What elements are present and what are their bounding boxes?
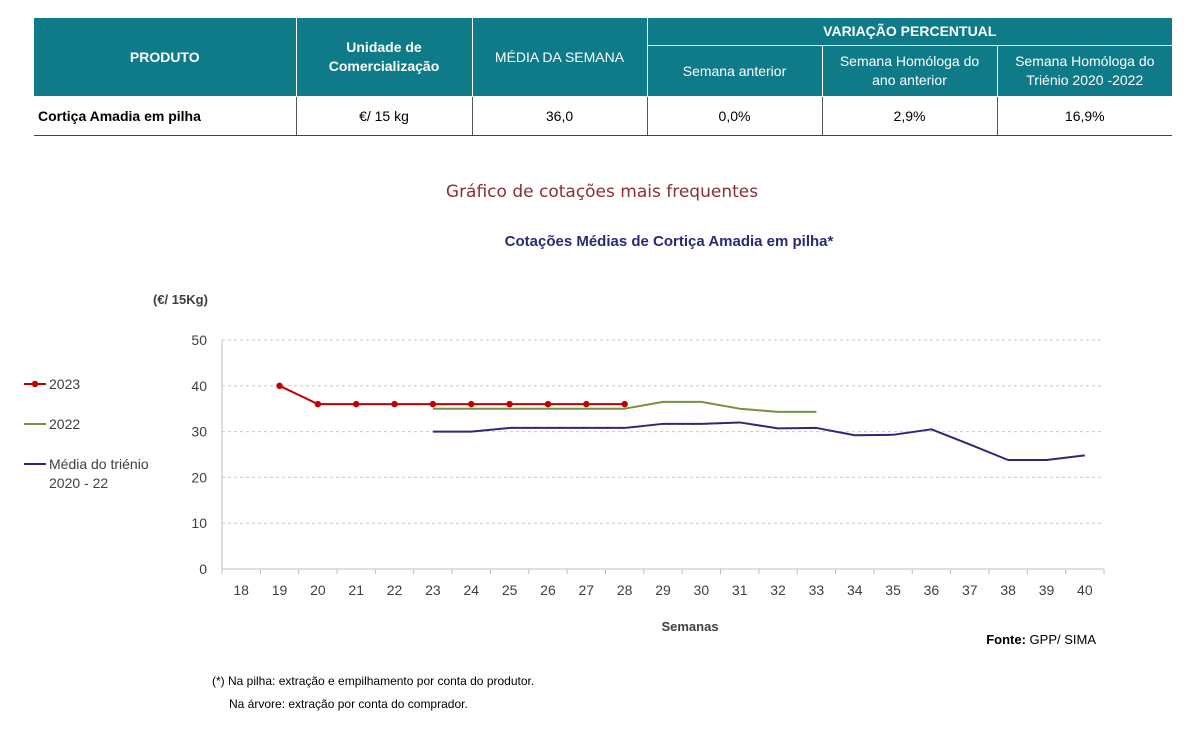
y-axis-title: (€/ 15Kg) — [153, 292, 208, 307]
x-tick-label: 27 — [579, 582, 595, 598]
x-tick-label: 24 — [463, 582, 479, 598]
y-tick-label: 40 — [191, 378, 207, 394]
data-point — [621, 400, 628, 408]
series-2022-line — [432, 400, 817, 413]
y-tick-label: 50 — [191, 332, 207, 348]
x-tick-label: 23 — [425, 582, 441, 598]
x-tick-label: 28 — [617, 582, 633, 598]
cell-produto: Cortiça Amadia em pilha — [34, 96, 297, 136]
x-tick-label: 37 — [962, 582, 978, 598]
data-point — [468, 400, 475, 408]
header-semana-anterior: Semana anterior — [647, 45, 823, 97]
x-tick-label: 40 — [1077, 582, 1093, 598]
legend-label: 2023 — [49, 376, 80, 392]
table-row: Cortiça Amadia em pilha €/ 15 kg 36,0 0,… — [34, 96, 1173, 136]
data-point — [583, 400, 590, 408]
section-title: Gráfico de cotações mais frequentes — [445, 182, 759, 202]
x-tick-label: 26 — [540, 582, 556, 598]
header-homologa-ano: Semana Homóloga do ano anterior — [822, 45, 998, 97]
x-tick-label: 38 — [1000, 582, 1016, 598]
x-tick-label: 30 — [694, 582, 710, 598]
cell-homologa-trienio: 16,9% — [997, 96, 1173, 136]
source-note: Fonte: GPP/ SIMA — [986, 632, 1096, 647]
x-tick-label: 32 — [770, 582, 786, 598]
series-2023-line — [279, 384, 625, 406]
header-unidade: Unidade de Comercialização — [296, 18, 473, 97]
data-point — [506, 400, 513, 408]
series-media-trienio-line — [432, 421, 1085, 461]
data-point — [276, 382, 283, 389]
x-tick-label: 39 — [1039, 582, 1055, 598]
x-tick-label: 21 — [348, 582, 364, 598]
data-point — [353, 400, 360, 408]
x-tick-label: 36 — [924, 582, 940, 598]
x-tick-label: 20 — [310, 582, 326, 598]
header-homologa-trienio: Semana Homóloga do Triénio 2020 -2022 — [997, 45, 1173, 97]
x-tick-label: 35 — [885, 582, 901, 598]
x-tick-label: 33 — [809, 582, 825, 598]
data-point — [544, 400, 552, 408]
legend-marker — [31, 380, 39, 388]
y-tick-label: 20 — [191, 469, 207, 485]
footnote-2: Na árvore: extração por conta do comprad… — [229, 697, 468, 711]
x-tick-label: 18 — [233, 582, 249, 598]
cell-media: 36,0 — [472, 96, 648, 136]
price-table: PRODUTO Unidade de Comercialização MÉDIA… — [34, 18, 1173, 136]
legend-label: Média do triénio 2020 - 22 — [49, 456, 149, 491]
x-tick-label: 25 — [502, 582, 518, 598]
x-tick-label: 31 — [732, 582, 748, 598]
cell-semana-anterior: 0,0% — [647, 96, 823, 136]
y-tick-label: 10 — [191, 515, 207, 531]
footnote-1: (*) Na pilha: extração e empilhamento po… — [212, 674, 535, 688]
x-tick-label: 22 — [387, 582, 403, 598]
header-media-semana: MÉDIA DA SEMANA — [472, 18, 648, 97]
y-tick-label: 30 — [191, 424, 207, 440]
header-produto: PRODUTO — [34, 18, 297, 97]
cell-unidade: €/ 15 kg — [296, 96, 473, 136]
x-axis-title: Semanas — [661, 619, 718, 634]
legend-label: 2022 — [49, 416, 80, 432]
data-point — [314, 400, 322, 408]
y-tick-label: 0 — [199, 561, 207, 577]
header-variacao: VARIAÇÃO PERCENTUAL — [647, 18, 1173, 46]
data-point — [429, 400, 437, 408]
x-tick-label: 29 — [655, 582, 671, 598]
x-tick-label: 34 — [847, 582, 863, 598]
cell-homologa-ano: 2,9% — [822, 96, 998, 136]
data-point — [391, 400, 398, 408]
x-tick-label: 19 — [272, 582, 288, 598]
chart-title: Cotações Médias de Cortiça Amadia em pil… — [504, 233, 834, 250]
